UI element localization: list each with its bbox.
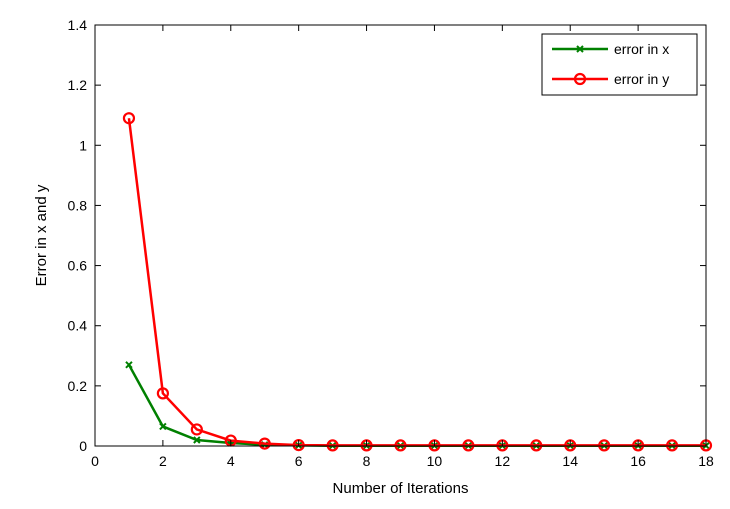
- x-tick-label: 4: [227, 453, 235, 469]
- chart-marks: [122, 112, 713, 452]
- data-point: [462, 439, 475, 452]
- y-tick-label: 0.6: [68, 258, 88, 274]
- x-tick-label: 12: [495, 453, 511, 469]
- x-tick-label: 6: [295, 453, 303, 469]
- legend-marker: [573, 72, 587, 86]
- legend-label: error in x: [614, 41, 669, 57]
- data-point: [665, 439, 679, 452]
- x-tick-label: 18: [698, 453, 714, 469]
- x-tick-label: 8: [363, 453, 371, 469]
- axis-ticks: 0 2 4 6 8 10 12 14 16 18 0 0.2 0.4 0.6 0.8 1 1.2 1.4: [68, 17, 714, 469]
- plot-frame: [94, 24, 707, 447]
- data-point: [125, 361, 133, 369]
- data-point: [159, 422, 167, 431]
- legend-box: [541, 33, 698, 96]
- x-tick-label: 10: [427, 453, 443, 469]
- data-point: [122, 112, 136, 125]
- y-tick-label: 1: [79, 137, 87, 153]
- y-tick-label: 0.8: [68, 197, 88, 213]
- data-point: [530, 439, 543, 452]
- data-point: [258, 437, 271, 450]
- data-point: [156, 387, 169, 400]
- x-tick-label: 14: [562, 453, 578, 469]
- series-line: [127, 364, 706, 447]
- legend-marker: [576, 45, 584, 53]
- data-point: [193, 436, 201, 444]
- legend: error in x error in y: [541, 33, 698, 96]
- series-line: [127, 118, 706, 447]
- y-tick-label: 0.2: [68, 378, 88, 394]
- data-point: [326, 439, 339, 452]
- legend-label: error in y: [614, 71, 669, 87]
- series-1: [122, 112, 713, 452]
- x-axis-label: Number of Iterations: [333, 480, 469, 497]
- y-tick-label: 1.2: [68, 77, 88, 93]
- y-axis-label: Error in x and y: [33, 184, 50, 286]
- y-tick-label: 0.4: [68, 318, 88, 334]
- data-point: [598, 439, 611, 452]
- y-tick-label: 0: [79, 438, 87, 454]
- x-tick-label: 16: [630, 453, 646, 469]
- data-point: [190, 423, 203, 436]
- x-tick-label: 0: [91, 453, 99, 469]
- data-point: [394, 439, 407, 452]
- x-tick-label: 2: [159, 453, 167, 469]
- y-tick-label: 1.4: [68, 17, 88, 33]
